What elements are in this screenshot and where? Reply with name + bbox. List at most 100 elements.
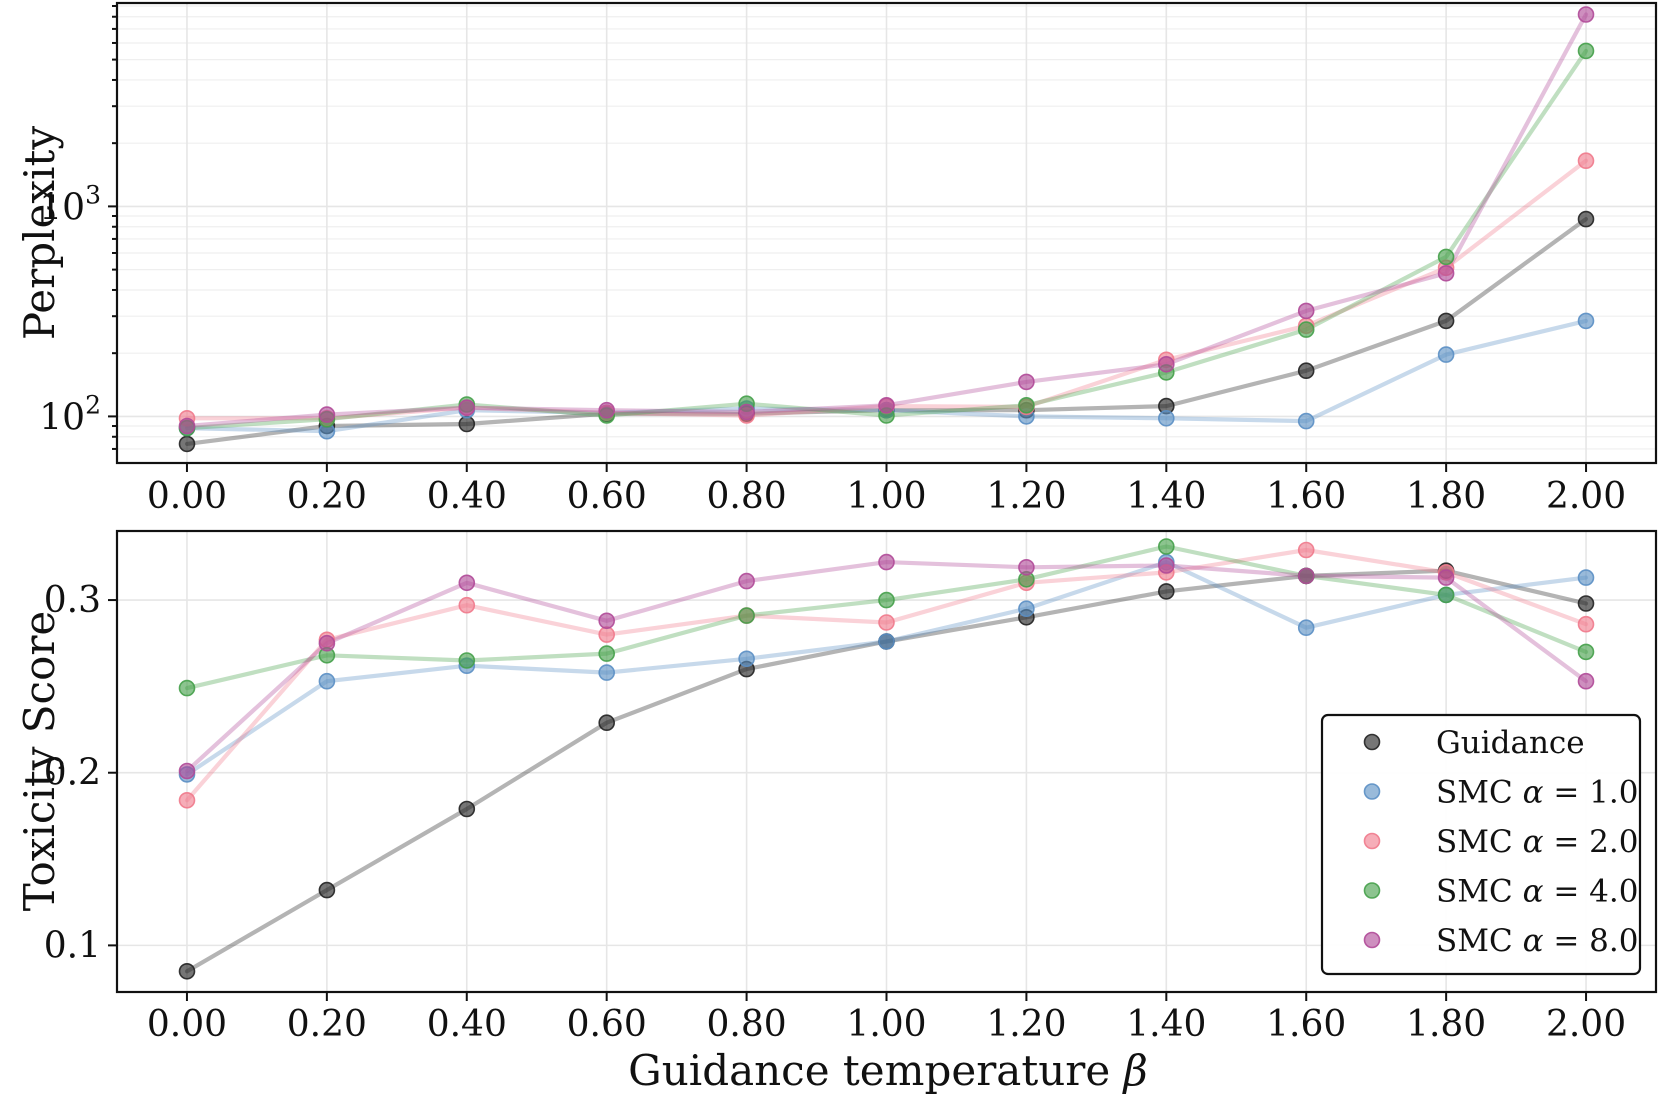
data-point: [1577, 615, 1595, 633]
x-axis-title: Guidance temperature β: [628, 1046, 1148, 1095]
legend-label: SMC α = 1.0: [1436, 775, 1638, 811]
data-point: [458, 415, 476, 433]
data-point: [1437, 264, 1455, 282]
x-tick-label: 0.80: [707, 476, 787, 517]
x-tick-label: 1.60: [1266, 476, 1346, 517]
data-point: [1297, 567, 1315, 585]
x-tick-label: 1.20: [986, 476, 1066, 517]
data-point: [1577, 672, 1595, 690]
legend-marker: [1363, 783, 1381, 800]
legend: Guidance SMC α = 1.0 SMC α = 2.0 SMC α = 4.…: [1320, 713, 1642, 976]
data-point: [1158, 409, 1175, 427]
x-tick-label: 0.60: [567, 1004, 647, 1045]
data-point: [178, 762, 196, 780]
data-point: [738, 650, 755, 668]
data-point: [1577, 569, 1595, 586]
x-tick-label: 0.40: [427, 476, 507, 517]
y-tick-label: 102: [39, 390, 101, 438]
data-point: [598, 664, 616, 681]
legend-label: SMC α = 8.0: [1436, 923, 1638, 959]
data-point: [1437, 248, 1455, 266]
y-tick-label: 103: [39, 180, 101, 228]
data-point: [1018, 600, 1035, 618]
x-tick-label: 0.20: [287, 476, 367, 517]
data-point: [178, 417, 196, 435]
legend-marker: [1363, 733, 1381, 751]
data-point: [1577, 643, 1595, 661]
x-tick-label: 0.40: [427, 1004, 507, 1045]
y-axis-title: Perplexity: [15, 126, 64, 340]
x-tick-label: 0.80: [707, 1004, 787, 1045]
data-point: [598, 645, 616, 662]
data-point: [738, 403, 755, 421]
data-point: [458, 596, 476, 614]
x-tick-label: 1.40: [1126, 1004, 1206, 1045]
y-tick-label: 0.1: [44, 925, 101, 966]
x-tick-label: 1.80: [1406, 1004, 1486, 1045]
data-point: [878, 633, 895, 650]
x-tick-label: 1.80: [1406, 476, 1486, 517]
x-tick-label: 0.20: [287, 1004, 367, 1045]
x-tick-label: 2.00: [1546, 476, 1626, 517]
data-point: [1437, 569, 1455, 586]
x-tick-label: 1.00: [846, 476, 926, 517]
data-point: [1297, 302, 1315, 320]
data-point: [1577, 152, 1595, 169]
data-point: [318, 672, 336, 690]
grid: [117, 3, 1656, 463]
legend-entry: SMC α = 8.0: [1363, 923, 1638, 959]
data-point: [598, 626, 616, 643]
x-tick-label: 1.00: [846, 1004, 926, 1045]
data-point: [1297, 619, 1315, 637]
data-point: [878, 614, 895, 631]
data-point: [1297, 412, 1315, 430]
data-point: [1577, 42, 1595, 60]
data-point: [178, 962, 196, 980]
data-point: [878, 591, 895, 609]
data-point: [318, 881, 336, 899]
data-point: [878, 396, 895, 414]
data-point: [1158, 538, 1175, 555]
data-point: [1018, 396, 1035, 414]
legend-entry: SMC α = 2.0: [1363, 824, 1638, 860]
series-group: [178, 538, 1595, 980]
y-tick-label: 0.3: [44, 580, 101, 621]
legend-label: SMC α = 2.0: [1436, 824, 1638, 860]
data-point: [1437, 586, 1455, 604]
data-point: [878, 553, 895, 571]
data-point: [1018, 558, 1035, 576]
legend-box: [1320, 713, 1642, 976]
legend-marker: [1363, 832, 1381, 850]
x-tick-label: 0.00: [147, 1004, 227, 1045]
data-point: [178, 435, 196, 453]
data-point: [598, 612, 616, 630]
data-point: [1158, 355, 1175, 373]
data-point: [458, 800, 476, 818]
data-point: [1018, 373, 1035, 391]
data-point: [1297, 541, 1315, 559]
x-tick-label: 0.60: [567, 476, 647, 517]
data-point: [1437, 346, 1455, 363]
data-point: [1577, 312, 1595, 330]
x-tick-label: 1.40: [1126, 476, 1206, 517]
data-point: [1297, 321, 1315, 338]
data-point: [1158, 557, 1175, 574]
legend-label: SMC α = 4.0: [1436, 874, 1638, 910]
x-tick-label: 1.20: [986, 1004, 1066, 1045]
data-point: [1437, 312, 1455, 330]
data-point: [178, 679, 196, 697]
legend-label: Guidance: [1436, 725, 1585, 761]
data-point: [1577, 210, 1595, 228]
data-point: [738, 607, 755, 624]
x-tick-label: 2.00: [1546, 1004, 1626, 1045]
perplexity-panel: 102 103 0.00 0.20 0.40 0.60 0.80 1.00 1.20 1.40 1.…: [15, 1, 1658, 517]
x-tick-label: 1.60: [1266, 1004, 1346, 1045]
data-point: [318, 634, 336, 652]
x-tick-label: 0.00: [147, 476, 227, 517]
series-group: [178, 6, 1595, 453]
legend-entry: SMC α = 4.0: [1363, 874, 1638, 910]
toxicity-panel: 0.1 0.2 0.3 0.00 0.20 0.40 0.60 0.80 1.00 1.20 1.4…: [15, 529, 1658, 1045]
y-axis-title: Toxicity Score: [15, 611, 64, 912]
data-point: [1577, 595, 1595, 612]
